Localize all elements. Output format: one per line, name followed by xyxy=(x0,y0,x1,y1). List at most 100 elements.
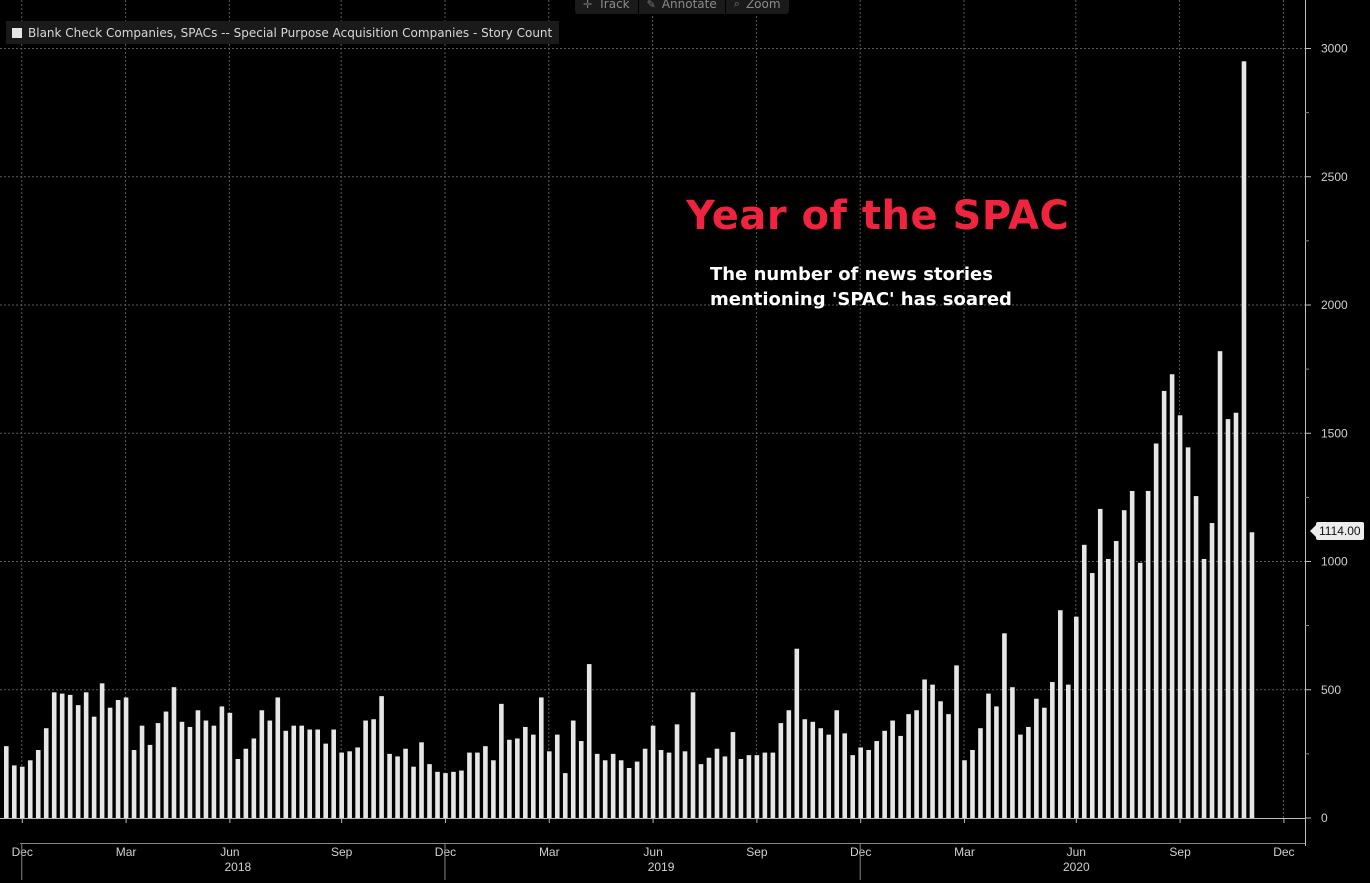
annotation-subtitle-line: mentioning 'SPAC' has soared xyxy=(710,289,1012,310)
x-tick-label: Mar xyxy=(954,845,975,859)
crosshair-icon: ✛ xyxy=(583,0,593,11)
bar xyxy=(938,701,943,818)
x-tick-label: Mar xyxy=(116,845,137,859)
track-button[interactable]: ✛ Track xyxy=(575,0,639,14)
bar xyxy=(1026,726,1031,818)
bar xyxy=(954,665,959,818)
bar xyxy=(379,696,384,818)
bar xyxy=(27,760,33,818)
bar xyxy=(1034,698,1039,818)
bar xyxy=(459,770,464,818)
bar xyxy=(131,750,137,818)
bar xyxy=(315,729,321,818)
bar xyxy=(1097,508,1103,818)
gridlines xyxy=(0,0,1305,818)
bar-series xyxy=(4,61,1255,818)
bar xyxy=(1050,682,1055,818)
bar xyxy=(802,719,808,818)
bar xyxy=(387,753,392,818)
bar xyxy=(730,732,736,818)
bar xyxy=(1066,684,1071,818)
bar xyxy=(546,751,552,818)
bar xyxy=(211,725,217,818)
bar xyxy=(43,728,49,818)
bar xyxy=(874,741,879,818)
bar xyxy=(1201,558,1207,818)
bar xyxy=(842,733,848,818)
year-label: 2020 xyxy=(1063,860,1090,874)
bar xyxy=(523,726,528,818)
bar xyxy=(786,710,792,818)
bar xyxy=(363,720,368,818)
bar xyxy=(203,720,209,818)
bar xyxy=(355,747,360,818)
bar xyxy=(698,764,704,818)
bar xyxy=(882,730,887,818)
bar xyxy=(483,746,488,818)
bar xyxy=(51,692,57,818)
bar xyxy=(411,766,416,818)
bar xyxy=(538,697,544,818)
y-tick-label: 0 xyxy=(1321,811,1328,825)
bar xyxy=(107,707,113,818)
bar xyxy=(1249,532,1255,818)
bar xyxy=(1073,616,1079,818)
bar xyxy=(562,773,568,818)
bar xyxy=(19,766,25,818)
bar xyxy=(642,748,648,818)
bar xyxy=(682,751,688,818)
bar xyxy=(115,700,121,818)
bar xyxy=(4,746,9,818)
bar xyxy=(251,738,257,818)
bar xyxy=(826,734,832,818)
bar xyxy=(818,728,824,818)
bar xyxy=(235,759,241,818)
zoom-label: Zoom xyxy=(745,0,781,11)
bar xyxy=(1129,490,1135,818)
bar xyxy=(1018,734,1023,818)
bar xyxy=(155,723,161,818)
bar xyxy=(1105,558,1111,818)
legend[interactable]: Blank Check Companies, SPACs -- Special … xyxy=(6,21,560,44)
bar xyxy=(259,710,265,818)
bar xyxy=(83,692,89,818)
bar xyxy=(770,752,776,818)
bar xyxy=(1121,510,1127,818)
zoom-button[interactable]: ⌕ Zoom xyxy=(726,0,789,14)
annotate-button[interactable]: ✎ Annotate xyxy=(639,0,726,14)
bar xyxy=(195,710,201,818)
y-tick-label: 500 xyxy=(1321,683,1341,697)
bar xyxy=(594,753,600,818)
chart-toolbar: ✛ Track ✎ Annotate ⌕ Zoom xyxy=(575,0,789,14)
bar xyxy=(554,734,560,818)
bar xyxy=(395,756,400,818)
bar xyxy=(690,692,696,818)
bar xyxy=(299,725,305,818)
bar xyxy=(1161,390,1167,818)
bar xyxy=(75,705,81,818)
bar xyxy=(722,756,728,818)
bar xyxy=(946,714,951,818)
y-tick-label: 1500 xyxy=(1321,426,1348,440)
bar xyxy=(930,684,935,818)
bar xyxy=(714,748,720,818)
bar xyxy=(618,760,624,818)
track-label: Track xyxy=(598,0,630,11)
bar xyxy=(602,760,608,818)
bar xyxy=(1089,573,1095,818)
magnifier-icon: ⌕ xyxy=(733,0,740,10)
bar xyxy=(658,750,664,818)
bar xyxy=(1233,412,1239,818)
bar xyxy=(427,764,432,818)
bar xyxy=(922,679,927,818)
bar xyxy=(674,724,680,818)
bar xyxy=(371,719,376,818)
bar xyxy=(978,728,983,818)
bar xyxy=(866,750,871,818)
bar xyxy=(499,703,504,818)
bar xyxy=(435,771,440,818)
bar xyxy=(962,760,967,818)
bar xyxy=(794,648,800,818)
x-tick-label: Jun xyxy=(220,845,239,859)
